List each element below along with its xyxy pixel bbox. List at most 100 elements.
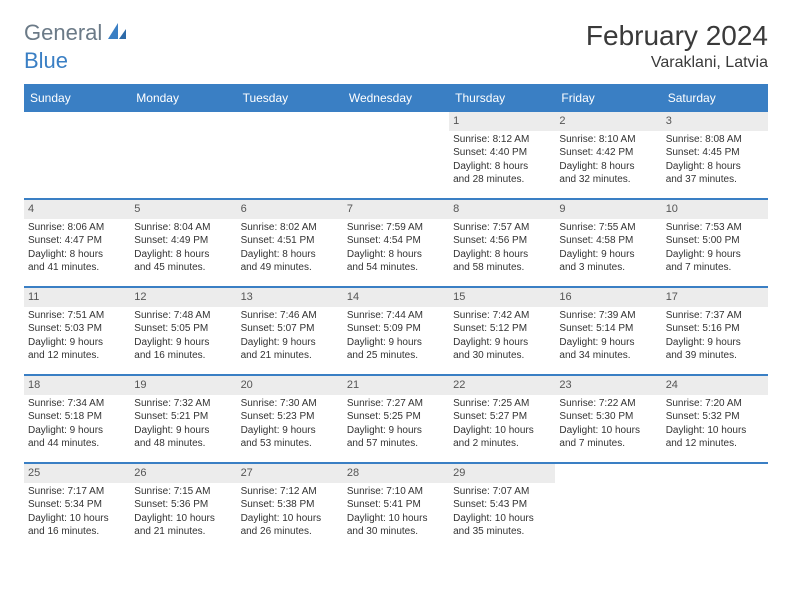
daylight1-line: Daylight: 9 hours bbox=[666, 248, 764, 262]
sunset-line: Sunset: 4:45 PM bbox=[666, 146, 764, 160]
day-number: 19 bbox=[130, 376, 236, 395]
daylight1-line: Daylight: 8 hours bbox=[453, 248, 551, 262]
day-number: 12 bbox=[130, 288, 236, 307]
daylight1-line: Daylight: 9 hours bbox=[559, 248, 657, 262]
day-content: Sunrise: 7:30 AMSunset: 5:23 PMDaylight:… bbox=[237, 395, 343, 455]
day-cell: 3Sunrise: 8:08 AMSunset: 4:45 PMDaylight… bbox=[662, 112, 768, 198]
sunset-line: Sunset: 4:47 PM bbox=[28, 234, 126, 248]
day-content: Sunrise: 7:55 AMSunset: 4:58 PMDaylight:… bbox=[555, 219, 661, 279]
day-number: 15 bbox=[449, 288, 555, 307]
sunset-line: Sunset: 5:21 PM bbox=[134, 410, 232, 424]
sunrise-line: Sunrise: 8:08 AM bbox=[666, 133, 764, 147]
daylight2-line: and 49 minutes. bbox=[241, 261, 339, 275]
sunset-line: Sunset: 5:36 PM bbox=[134, 498, 232, 512]
day-cell: 22Sunrise: 7:25 AMSunset: 5:27 PMDayligh… bbox=[449, 376, 555, 462]
daylight2-line: and 7 minutes. bbox=[559, 437, 657, 451]
daylight2-line: and 58 minutes. bbox=[453, 261, 551, 275]
daylight2-line: and 21 minutes. bbox=[241, 349, 339, 363]
daylight1-line: Daylight: 8 hours bbox=[347, 248, 445, 262]
week-row: 11Sunrise: 7:51 AMSunset: 5:03 PMDayligh… bbox=[24, 286, 768, 374]
sunset-line: Sunset: 4:51 PM bbox=[241, 234, 339, 248]
daylight2-line: and 45 minutes. bbox=[134, 261, 232, 275]
day-number: 27 bbox=[237, 464, 343, 483]
sunrise-line: Sunrise: 8:12 AM bbox=[453, 133, 551, 147]
sunset-line: Sunset: 5:18 PM bbox=[28, 410, 126, 424]
sunrise-line: Sunrise: 7:27 AM bbox=[347, 397, 445, 411]
logo-text-blue: Blue bbox=[24, 48, 68, 73]
daylight1-line: Daylight: 8 hours bbox=[28, 248, 126, 262]
sunrise-line: Sunrise: 7:39 AM bbox=[559, 309, 657, 323]
daylight1-line: Daylight: 9 hours bbox=[241, 424, 339, 438]
day-content: Sunrise: 8:04 AMSunset: 4:49 PMDaylight:… bbox=[130, 219, 236, 279]
day-number: 17 bbox=[662, 288, 768, 307]
day-cell: 29Sunrise: 7:07 AMSunset: 5:43 PMDayligh… bbox=[449, 464, 555, 550]
sunset-line: Sunset: 5:41 PM bbox=[347, 498, 445, 512]
daylight2-line: and 16 minutes. bbox=[134, 349, 232, 363]
day-number: 21 bbox=[343, 376, 449, 395]
daylight2-line: and 37 minutes. bbox=[666, 173, 764, 187]
day-content: Sunrise: 7:34 AMSunset: 5:18 PMDaylight:… bbox=[24, 395, 130, 455]
sunrise-line: Sunrise: 8:02 AM bbox=[241, 221, 339, 235]
sunset-line: Sunset: 5:23 PM bbox=[241, 410, 339, 424]
day-cell: 28Sunrise: 7:10 AMSunset: 5:41 PMDayligh… bbox=[343, 464, 449, 550]
day-content: Sunrise: 7:15 AMSunset: 5:36 PMDaylight:… bbox=[130, 483, 236, 543]
day-content: Sunrise: 7:44 AMSunset: 5:09 PMDaylight:… bbox=[343, 307, 449, 367]
day-cell: 10Sunrise: 7:53 AMSunset: 5:00 PMDayligh… bbox=[662, 200, 768, 286]
daylight1-line: Daylight: 10 hours bbox=[559, 424, 657, 438]
daylight2-line: and 30 minutes. bbox=[347, 525, 445, 539]
day-number: 16 bbox=[555, 288, 661, 307]
sunset-line: Sunset: 5:09 PM bbox=[347, 322, 445, 336]
day-content: Sunrise: 7:48 AMSunset: 5:05 PMDaylight:… bbox=[130, 307, 236, 367]
sunrise-line: Sunrise: 7:44 AM bbox=[347, 309, 445, 323]
empty-cell bbox=[555, 464, 661, 550]
empty-cell bbox=[662, 464, 768, 550]
sunrise-line: Sunrise: 7:42 AM bbox=[453, 309, 551, 323]
week-row: 18Sunrise: 7:34 AMSunset: 5:18 PMDayligh… bbox=[24, 374, 768, 462]
daylight2-line: and 3 minutes. bbox=[559, 261, 657, 275]
daylight2-line: and 57 minutes. bbox=[347, 437, 445, 451]
sunrise-line: Sunrise: 7:25 AM bbox=[453, 397, 551, 411]
day-number bbox=[555, 464, 661, 483]
daylight1-line: Daylight: 9 hours bbox=[28, 424, 126, 438]
sunset-line: Sunset: 5:25 PM bbox=[347, 410, 445, 424]
day-number: 1 bbox=[449, 112, 555, 131]
day-cell: 17Sunrise: 7:37 AMSunset: 5:16 PMDayligh… bbox=[662, 288, 768, 374]
daylight1-line: Daylight: 8 hours bbox=[241, 248, 339, 262]
sunrise-line: Sunrise: 7:30 AM bbox=[241, 397, 339, 411]
title-block: February 2024 Varaklani, Latvia bbox=[586, 20, 768, 72]
day-number: 14 bbox=[343, 288, 449, 307]
daylight1-line: Daylight: 10 hours bbox=[241, 512, 339, 526]
sunrise-line: Sunrise: 7:10 AM bbox=[347, 485, 445, 499]
sunset-line: Sunset: 4:58 PM bbox=[559, 234, 657, 248]
daylight1-line: Daylight: 8 hours bbox=[134, 248, 232, 262]
day-content: Sunrise: 7:22 AMSunset: 5:30 PMDaylight:… bbox=[555, 395, 661, 455]
sunrise-line: Sunrise: 8:10 AM bbox=[559, 133, 657, 147]
day-number: 23 bbox=[555, 376, 661, 395]
daylight2-line: and 28 minutes. bbox=[453, 173, 551, 187]
day-content: Sunrise: 8:02 AMSunset: 4:51 PMDaylight:… bbox=[237, 219, 343, 279]
day-content: Sunrise: 7:53 AMSunset: 5:00 PMDaylight:… bbox=[662, 219, 768, 279]
daylight1-line: Daylight: 10 hours bbox=[347, 512, 445, 526]
day-cell: 13Sunrise: 7:46 AMSunset: 5:07 PMDayligh… bbox=[237, 288, 343, 374]
sunset-line: Sunset: 4:54 PM bbox=[347, 234, 445, 248]
calendar: SundayMondayTuesdayWednesdayThursdayFrid… bbox=[24, 84, 768, 550]
day-cell: 5Sunrise: 8:04 AMSunset: 4:49 PMDaylight… bbox=[130, 200, 236, 286]
day-content: Sunrise: 7:42 AMSunset: 5:12 PMDaylight:… bbox=[449, 307, 555, 367]
day-number: 11 bbox=[24, 288, 130, 307]
daylight1-line: Daylight: 9 hours bbox=[559, 336, 657, 350]
day-cell: 24Sunrise: 7:20 AMSunset: 5:32 PMDayligh… bbox=[662, 376, 768, 462]
location: Varaklani, Latvia bbox=[586, 54, 768, 72]
empty-cell bbox=[343, 112, 449, 198]
empty-cell bbox=[24, 112, 130, 198]
day-number: 20 bbox=[237, 376, 343, 395]
daylight2-line: and 48 minutes. bbox=[134, 437, 232, 451]
day-content: Sunrise: 7:59 AMSunset: 4:54 PMDaylight:… bbox=[343, 219, 449, 279]
sunset-line: Sunset: 5:30 PM bbox=[559, 410, 657, 424]
day-content: Sunrise: 7:27 AMSunset: 5:25 PMDaylight:… bbox=[343, 395, 449, 455]
day-number: 4 bbox=[24, 200, 130, 219]
sunset-line: Sunset: 5:27 PM bbox=[453, 410, 551, 424]
week-row: 25Sunrise: 7:17 AMSunset: 5:34 PMDayligh… bbox=[24, 462, 768, 550]
day-number: 5 bbox=[130, 200, 236, 219]
sunrise-line: Sunrise: 8:04 AM bbox=[134, 221, 232, 235]
day-number: 3 bbox=[662, 112, 768, 131]
